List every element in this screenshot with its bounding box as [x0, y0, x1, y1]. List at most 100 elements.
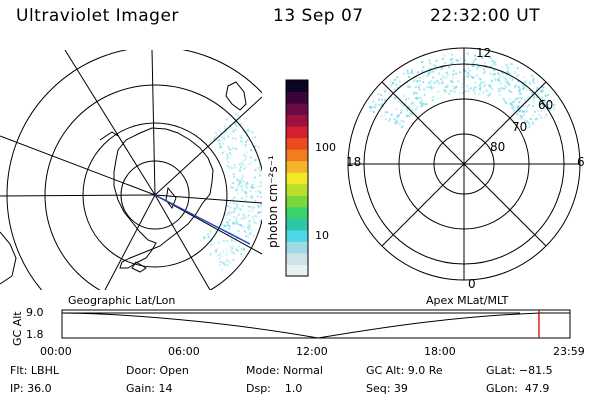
aurora-pixel: [246, 132, 249, 135]
aurora-pixel: [231, 182, 234, 185]
aurora-pixel: [250, 206, 252, 209]
aurora-pixel: [237, 183, 240, 186]
aurora-pixel: [242, 213, 245, 216]
aurora-pixel: [248, 163, 251, 166]
aurora-pixel: [469, 73, 472, 76]
aurora-pixel: [374, 103, 377, 106]
aurora-pixel: [468, 88, 471, 91]
aurora-pixel: [222, 227, 225, 230]
aurora-pixel: [497, 78, 500, 80]
aurora-pixel: [544, 116, 547, 119]
glat-value: GLat: −81.5: [486, 364, 553, 377]
aurora-pixel: [416, 106, 419, 109]
aurora-pixel: [480, 66, 482, 69]
aurora-pixel: [517, 97, 520, 100]
aurora-pixel: [531, 121, 534, 124]
colorbar-cell: [286, 80, 308, 93]
aurora-pixel: [227, 224, 230, 227]
aurora-pixel: [540, 96, 543, 99]
aurora-pixel: [421, 104, 424, 107]
aurora-pixel: [441, 81, 444, 84]
aurora-pixel: [247, 210, 250, 213]
aurora-pixel: [224, 127, 227, 130]
aurora-pixel: [394, 122, 397, 125]
aurora-pixel: [399, 84, 402, 87]
aurora-pixel: [537, 94, 540, 97]
aurora-pixel: [238, 223, 241, 226]
aurora-pixel: [510, 100, 513, 103]
aurora-pixel: [233, 163, 236, 166]
aurora-pixel: [518, 90, 521, 92]
aurora-pixel: [476, 67, 479, 70]
aurora-pixel: [504, 78, 507, 81]
aurora-pixel: [240, 137, 243, 140]
aurora-pixel: [524, 120, 527, 123]
aurora-pixel: [503, 76, 506, 79]
aurora-pixel: [553, 104, 556, 107]
aurora-pixel: [479, 84, 482, 87]
aurora-pixel: [526, 105, 528, 108]
aurora-pixel: [478, 55, 481, 58]
timeline-x-tick-0: 00:00: [40, 345, 72, 358]
aurora-pixel: [453, 90, 456, 93]
aurora-pixel: [418, 88, 421, 91]
aurora-pixel: [483, 71, 486, 74]
aurora-pixel: [239, 123, 242, 126]
aurora-pixel: [432, 70, 435, 73]
aurora-pixel: [234, 207, 236, 210]
aurora-pixel: [500, 89, 503, 92]
aurora-pixel: [488, 56, 490, 59]
aurora-pixel: [532, 114, 535, 117]
aurora-pixel: [258, 171, 261, 174]
aurora-pixel: [220, 255, 223, 258]
colorbar-cell: [286, 218, 308, 231]
aurora-pixel: [426, 86, 429, 89]
aurora-pixel: [526, 121, 529, 124]
aurora-pixel: [544, 99, 546, 101]
aurora-pixel: [259, 181, 262, 184]
aurora-pixel: [510, 63, 513, 65]
aurora-pixel: [223, 150, 226, 153]
aurora-pixel: [227, 221, 230, 224]
aurora-pixel: [213, 138, 216, 141]
aurora-pixel: [531, 121, 534, 124]
aurora-pixel: [210, 240, 213, 243]
aurora-pixel: [209, 253, 212, 256]
aurora-pixel: [257, 166, 260, 169]
colorbar-cell: [286, 195, 308, 208]
aurora-pixel: [407, 115, 410, 118]
aurora-pixel: [208, 232, 211, 235]
aurora-pixel: [259, 169, 262, 172]
aurora-pixel: [215, 138, 218, 141]
aurora-pixel: [231, 186, 234, 189]
aurora-pixel: [519, 109, 522, 112]
aurora-pixel: [244, 144, 247, 146]
aurora-pixel: [477, 77, 480, 80]
aurora-pixel: [220, 224, 223, 227]
aurora-pixel: [222, 249, 225, 252]
aurora-pixel: [531, 93, 534, 96]
aurora-pixel: [230, 211, 233, 214]
aurora-pixel: [236, 235, 239, 238]
aurora-pixel: [384, 89, 387, 92]
aurora-pixel: [446, 84, 449, 87]
aurora-pixel: [224, 262, 226, 265]
aurora-pixel: [241, 205, 244, 207]
aurora-pixel: [484, 84, 487, 87]
aurora-pixel: [244, 191, 247, 194]
aurora-pixel: [524, 85, 527, 88]
aurora-pixel: [451, 77, 454, 79]
aurora-pixel: [506, 74, 509, 77]
aurora-pixel: [508, 97, 511, 100]
aurora-pixel: [492, 63, 494, 66]
aurora-pixel: [533, 110, 536, 113]
aurora-pixel: [232, 130, 235, 133]
aurora-pixel: [447, 73, 450, 76]
aurora-pixel: [490, 86, 492, 89]
aurora-pixel: [226, 158, 229, 161]
aurora-pixel: [517, 80, 520, 83]
aurora-pixel: [226, 153, 229, 156]
aurora-pixel: [229, 152, 232, 155]
aurora-pixel: [225, 248, 228, 251]
